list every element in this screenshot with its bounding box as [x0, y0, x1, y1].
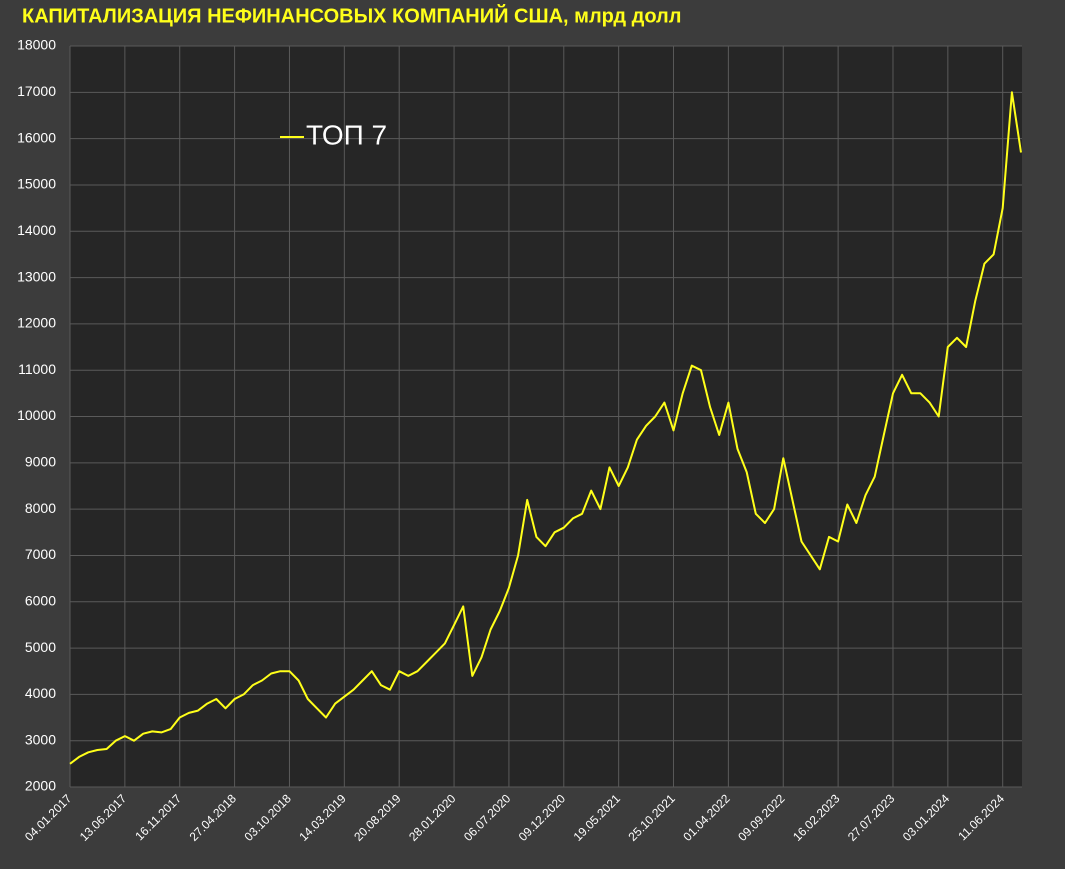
y-tick-label: 16000	[17, 129, 56, 145]
y-tick-label: 2000	[25, 778, 56, 794]
y-tick-label: 14000	[17, 222, 56, 238]
y-tick-label: 15000	[17, 176, 56, 192]
y-tick-label: 7000	[25, 546, 56, 562]
line	[69, 91, 1022, 765]
y-tick-label: 4000	[25, 685, 56, 701]
y-tick-label: 12000	[17, 315, 56, 331]
legend-label: ТОП 7	[306, 119, 387, 150]
chart-title: КАПИТАЛИЗАЦИЯ НЕФИНАНСОВЫХ КОМПАНИЙ США,…	[22, 3, 681, 27]
y-tick-label: 8000	[25, 500, 56, 516]
y-tick-label: 11000	[18, 361, 56, 377]
y-tick-label: 6000	[25, 592, 56, 608]
y-tick-label: 10000	[17, 407, 56, 423]
y-tick-label: 5000	[25, 639, 56, 655]
y-tick-label: 17000	[17, 83, 56, 99]
y-tick-label: 18000	[17, 37, 56, 53]
y-tick-label: 13000	[17, 268, 56, 284]
y-tick-label: 3000	[25, 731, 56, 747]
y-tick-label: 9000	[25, 454, 56, 470]
